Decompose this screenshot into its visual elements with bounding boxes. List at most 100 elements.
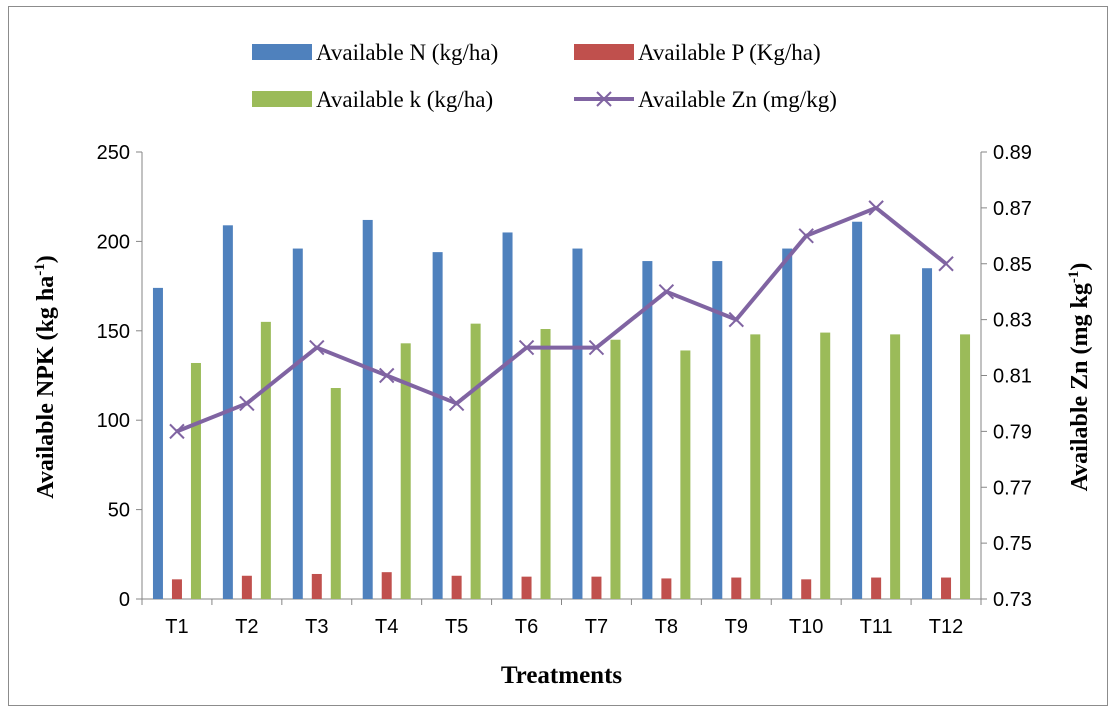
x-tick-label: T1 — [165, 616, 188, 638]
y-tick-label: 250 — [97, 142, 130, 164]
marker-x-T3 — [309, 339, 325, 356]
marker-x-T12 — [938, 256, 954, 272]
marker-stroke — [169, 423, 185, 440]
x-tick-label: T10 — [789, 616, 823, 638]
marker-stroke — [518, 339, 535, 356]
x-tick-label: T3 — [305, 616, 328, 638]
x-tick-label: T4 — [375, 616, 398, 638]
marker-x-T5 — [448, 395, 465, 412]
bar-s2-T10 — [820, 332, 831, 599]
marker-stroke — [938, 256, 954, 272]
y-axis-title-sup: -1 — [32, 263, 48, 276]
y2-tick-label: 0.81 — [993, 366, 1032, 388]
x-axis-title: Treatments — [501, 662, 623, 689]
bar-s2-T8 — [680, 350, 691, 599]
marker-x-T6 — [518, 339, 535, 356]
marker-stroke — [658, 283, 675, 300]
marker-x-T7 — [588, 339, 605, 356]
legend-marker — [596, 91, 612, 107]
legend-label-2: Available k (kg/ha) — [316, 87, 493, 112]
bar-s2-T11 — [890, 334, 901, 599]
bar-s1-T10 — [801, 579, 812, 599]
bar-s2-T7 — [610, 339, 621, 599]
y-axis-title-main: Available NPK (kg ha — [33, 276, 59, 499]
x-tick-label: T9 — [725, 616, 748, 638]
bar-s1-T6 — [521, 576, 532, 599]
legend-label-0: Available N (kg/ha) — [316, 40, 498, 65]
bar-s0-T10 — [782, 248, 793, 599]
y-tick-label: 0 — [119, 589, 130, 611]
x-tick-label: T11 — [860, 616, 893, 638]
bar-s0-T3 — [292, 248, 303, 599]
y2-tick-label: 0.77 — [993, 477, 1032, 499]
bar-s2-T1 — [190, 362, 201, 599]
y-axis-title-end: ) — [33, 255, 59, 263]
legend-swatch-1 — [574, 44, 634, 60]
bar-s0-T5 — [432, 252, 443, 600]
bar-s0-T9 — [712, 261, 723, 599]
legend-label-1: Available P (Kg/ha) — [638, 40, 821, 65]
y2-tick-label: 0.83 — [993, 310, 1032, 332]
chart-svg: 0 50 100 150 200 250 0.73 0.75 0.77 0.79 0.81 0.83 0… — [32, 40, 1093, 689]
y-tick-label: 50 — [108, 500, 130, 522]
y-tick-label: 150 — [97, 321, 130, 343]
y2-tick-label: 0.79 — [993, 421, 1032, 443]
bar-s0-T11 — [852, 221, 863, 599]
bar-s1-T5 — [451, 575, 462, 599]
x-tick-label: T12 — [929, 616, 963, 638]
y2-tick-label: 0.87 — [993, 198, 1032, 220]
marker-x-T8 — [658, 283, 675, 300]
legend-swatch-2 — [252, 91, 312, 107]
bar-s1-T7 — [591, 576, 602, 599]
bar-s0-T1 — [152, 287, 163, 599]
bar-s0-T8 — [642, 261, 653, 599]
y2-tick-label: 0.89 — [993, 142, 1032, 164]
marker-stroke — [239, 395, 255, 412]
y2-axis-title-main: Available Zn (mg kg — [1067, 283, 1093, 491]
marker-stroke — [868, 200, 884, 216]
bar-s1-T3 — [311, 573, 322, 599]
x-tick-label: T8 — [655, 616, 678, 638]
marker-stroke — [448, 395, 465, 412]
marker-x-T2 — [239, 395, 255, 412]
bar-s0-T6 — [502, 232, 513, 599]
marker-x-T9 — [728, 311, 744, 328]
marker-stroke — [728, 311, 744, 328]
legend-label-3: Available Zn (mg/kg) — [638, 87, 837, 112]
line-series-3 — [176, 205, 948, 434]
marker-x-T4 — [379, 367, 395, 384]
marker-stroke — [309, 339, 325, 356]
bar-s2-T6 — [540, 329, 551, 599]
bar-s2-T3 — [330, 388, 341, 599]
marker-x-T11 — [868, 200, 884, 216]
bar-s1-T11 — [871, 577, 882, 599]
y2-tick-label: 0.73 — [993, 589, 1032, 611]
marker-x-T10 — [798, 228, 814, 244]
bar-s1-T1 — [171, 579, 182, 599]
y-axis-title: Available NPK (kg ha-1) — [32, 255, 59, 498]
bar-s2-T4 — [400, 343, 411, 599]
bar-s2-T12 — [960, 334, 971, 599]
bar-s2-T9 — [750, 334, 761, 599]
y2-axis-title: Available Zn (mg kg-1) — [1066, 263, 1093, 492]
y-tick-label: 200 — [97, 231, 130, 253]
bar-s2-T5 — [470, 323, 481, 599]
bar-s2-T2 — [260, 321, 271, 599]
bar-s0-T7 — [572, 248, 583, 599]
bar-s1-T12 — [941, 577, 952, 599]
legend-swatch-0 — [252, 44, 312, 60]
bar-s0-T12 — [922, 268, 933, 599]
y-tick-label: 100 — [97, 410, 130, 432]
y2-tick-label: 0.85 — [993, 254, 1032, 276]
bar-s1-T9 — [731, 577, 742, 599]
bar-s1-T2 — [241, 575, 252, 599]
x-tick-label: T2 — [235, 616, 258, 638]
bar-s0-T4 — [362, 219, 373, 599]
bar-s1-T4 — [381, 572, 392, 599]
x-tick-label: T5 — [445, 616, 468, 638]
y2-tick-label: 0.75 — [993, 533, 1032, 555]
marker-stroke — [798, 228, 814, 244]
x-tick-label: T7 — [585, 616, 608, 638]
marker-stroke — [379, 367, 395, 384]
bar-s1-T8 — [661, 578, 672, 599]
